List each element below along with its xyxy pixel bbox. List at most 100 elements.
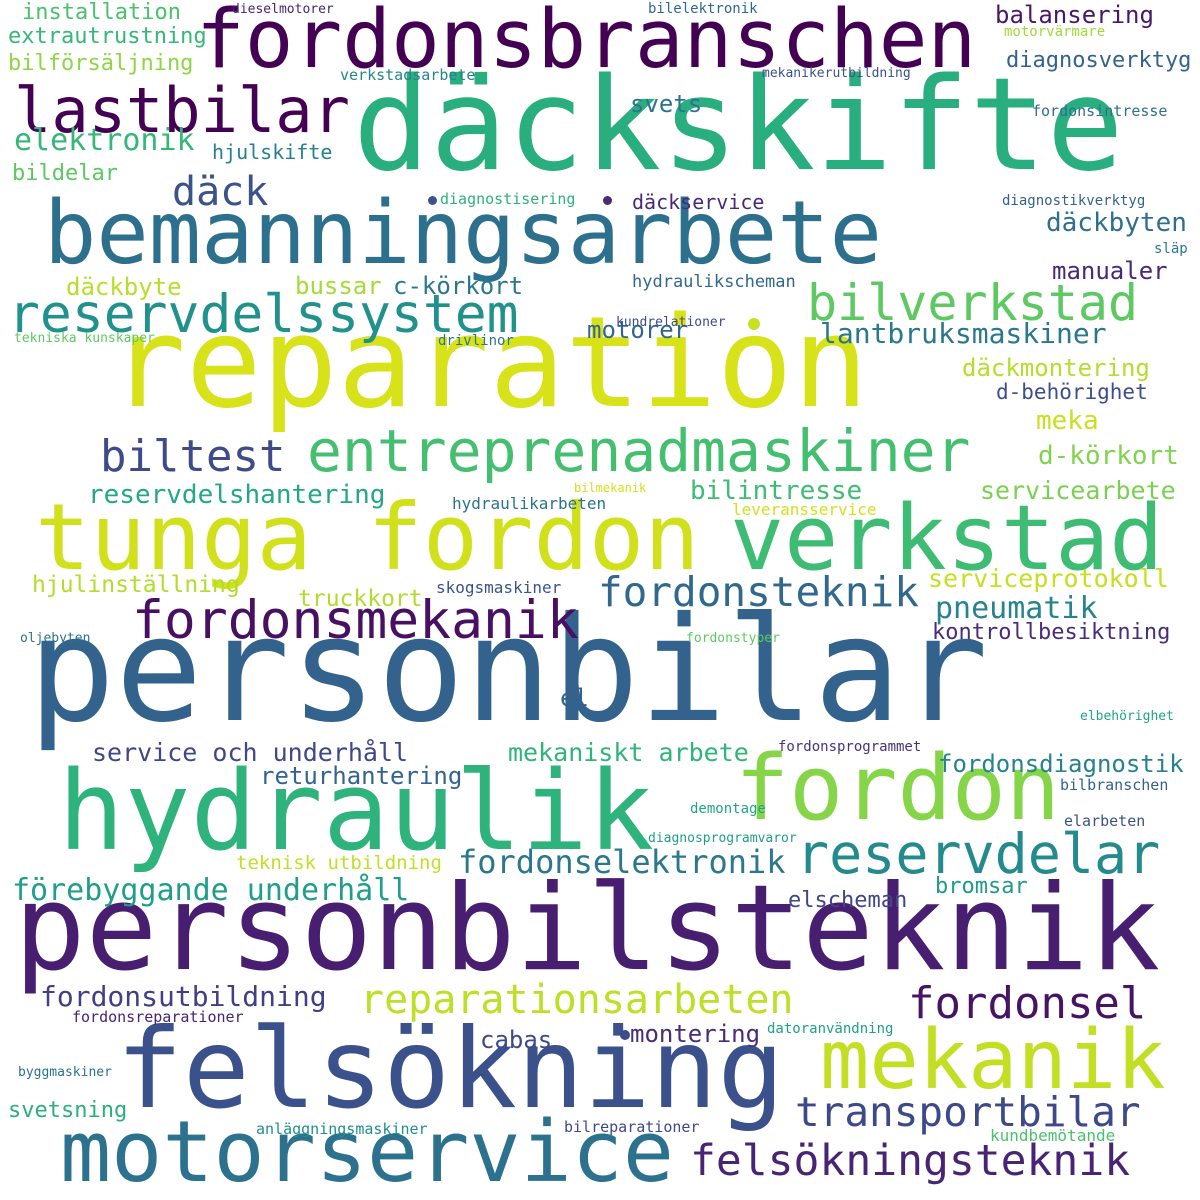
word-reparation: reparation <box>110 289 869 436</box>
word-dackservice: däckservice <box>632 190 765 214</box>
word-byggmaskiner: byggmaskiner <box>18 1065 112 1080</box>
word-montering: montering <box>630 1020 761 1048</box>
word-d-behorighet: d-behörighet <box>996 380 1148 404</box>
dot-mark <box>428 196 437 205</box>
word-c-korkort: c-körkort <box>393 272 524 300</box>
word-fordonsel: fordonsel <box>908 978 1147 1029</box>
word-skogsmaskiner: skogsmaskiner <box>436 578 562 597</box>
word-fordonsutbildning: fordonsutbildning <box>40 980 327 1013</box>
word-fordonstyper: fordonstyper <box>686 631 780 646</box>
word-svetsning: svetsning <box>8 1098 128 1123</box>
word-lantbruksmaskiner: lantbruksmaskiner <box>820 317 1107 350</box>
word-bilmekanik: bilmekanik <box>574 481 647 495</box>
word-drivlinor: drivlinor <box>438 333 514 349</box>
word-elbehorighet: elbehörighet <box>1080 709 1174 724</box>
word-kundbemotande: kundbemötande <box>990 1126 1116 1145</box>
word-meka: meka <box>1036 406 1099 436</box>
dot-mark <box>748 318 760 330</box>
word-bilbranschen: bilbranschen <box>1060 776 1169 794</box>
word-mekanikerutbildning: mekanikerutbildning <box>762 66 911 81</box>
word-personbilar: personbilar <box>28 586 989 755</box>
word-service-och-underhall: service och underhåll <box>92 738 409 767</box>
word-fordonsprogrammet: fordonsprogrammet <box>778 739 922 755</box>
word-bilforsaljning: bilförsäljning <box>8 51 194 76</box>
word-motorer: motorer <box>587 316 689 344</box>
word-svets: svets <box>630 90 703 118</box>
word-reparationsarbeten: reparationsarbeten <box>360 977 794 1023</box>
word-hjulskifte: hjulskifte <box>212 140 333 164</box>
word-fordonsmekanik: fordonsmekanik <box>132 590 579 651</box>
word-diagnosprogramvaror: diagnosprogramvaror <box>648 831 797 846</box>
word-slap: släp <box>1154 241 1188 257</box>
word-bildelar: bildelar <box>12 161 118 186</box>
word-bromsar: bromsar <box>935 874 1028 899</box>
word-hydraulikscheman: hydraulikscheman <box>632 272 796 292</box>
word-bilintresse: bilintresse <box>690 476 863 506</box>
word-tunga-fordon: tunga fordon <box>35 484 700 591</box>
word-personbilsteknik: personbilsteknik <box>14 860 1161 998</box>
word-fordonsreparationer: fordonsreparationer <box>72 1008 244 1026</box>
word-dackskifte: däckskifte <box>353 51 1124 200</box>
word-verkstadsarbete: verkstadsarbete <box>340 66 476 84</box>
word-fordonselektronik: fordonselektronik <box>458 843 786 881</box>
word-mekanik: mekanik <box>820 1013 1166 1108</box>
word-diagnosverktyg: diagnosverktyg <box>1006 48 1192 73</box>
dot-mark <box>620 1030 630 1040</box>
word-installation: installation <box>22 0 181 25</box>
word-hjulinstallning: hjulinställning <box>32 572 240 598</box>
word-felsokningsteknik: felsökningsteknik <box>690 1136 1131 1186</box>
word-felsokning: felsökning <box>116 1005 785 1134</box>
word-oljebyten: oljebyten <box>20 631 91 646</box>
word-cabas: cabas <box>480 1026 553 1054</box>
word-dackbyten: däckbyten <box>1046 208 1187 238</box>
word-kontrollbesiktning: kontrollbesiktning <box>932 620 1171 645</box>
word-servicearbete: servicearbete <box>980 476 1176 505</box>
word-anlaggningsmaskiner: anläggningsmaskiner <box>256 1120 428 1138</box>
word-tekniska-kunskaper: tekniska kunskaper <box>14 331 155 346</box>
word-diagnostikverktyg: diagnostikverktyg <box>1002 193 1146 209</box>
word-leveransservice: leveransservice <box>732 500 877 519</box>
word-bilverkstad: bilverkstad <box>807 274 1139 332</box>
word-serviceprotokoll: serviceprotokoll <box>928 564 1169 593</box>
word-extrautrustning: extrautrustning <box>8 24 207 49</box>
word-bemanningsarbete: bemanningsarbete <box>44 182 883 284</box>
word-dieselmotorer: dieselmotorer <box>232 2 334 17</box>
word-d-korkort: d-körkort <box>1038 441 1179 471</box>
word-teknisk-utbildning: teknisk utbildning <box>236 852 442 874</box>
word-motorvarmare: motorvärmare <box>1004 24 1106 40</box>
word-hydraulikarbeten: hydraulikarbeten <box>452 494 607 513</box>
word-biltest: biltest <box>100 431 286 482</box>
word-elscheman: elscheman <box>788 888 908 913</box>
word-manualer: manualer <box>1052 257 1168 285</box>
word-balansering: balansering <box>995 1 1154 29</box>
word-verkstad: verkstad <box>730 486 1164 591</box>
word-motorservice: motorservice <box>60 1103 675 1200</box>
word-entreprenadmaskiner: entreprenadmaskiner <box>307 417 971 485</box>
word-fordonsteknik: fordonsteknik <box>598 568 919 616</box>
word-dackmontering: däckmontering <box>962 354 1150 382</box>
word-lastbilar: lastbilar <box>14 74 350 147</box>
word-elarbeten: elarbeten <box>1064 812 1146 830</box>
word-pneumatik: pneumatik <box>935 591 1098 626</box>
word-el: el <box>560 684 589 712</box>
word-reservdelssystem: reservdelssystem <box>8 284 519 345</box>
word-dackbyte: däckbyte <box>66 273 182 301</box>
word-kundrelationer: kundrelationer <box>616 315 726 330</box>
word-bilreparationer: bilreparationer <box>564 1118 700 1136</box>
word-forebyggande-underhall: förebyggande underhåll <box>12 873 410 908</box>
word-demontage: demontage <box>690 801 766 817</box>
word-fordonsdiagnostik: fordonsdiagnostik <box>938 750 1184 778</box>
word-datoranvandning: datoranvändning <box>767 1021 894 1037</box>
word-fordonsintresse: fordonsintresse <box>1032 102 1168 120</box>
word-reservdelshantering: reservdelshantering <box>88 480 386 510</box>
word-bilelektronik: bilelektronik <box>648 1 758 17</box>
dot-mark <box>603 196 612 205</box>
word-diagnostisering: diagnostisering <box>440 190 576 208</box>
word-hydraulik: hydraulik <box>58 747 655 875</box>
word-bussar: bussar <box>295 272 382 300</box>
word-elektronik: elektronik <box>14 123 195 158</box>
word-fordon: fordon <box>735 736 1061 841</box>
word-truckkort: truckkort <box>298 586 423 612</box>
word-mekaniskt-arbete: mekaniskt arbete <box>508 738 749 767</box>
